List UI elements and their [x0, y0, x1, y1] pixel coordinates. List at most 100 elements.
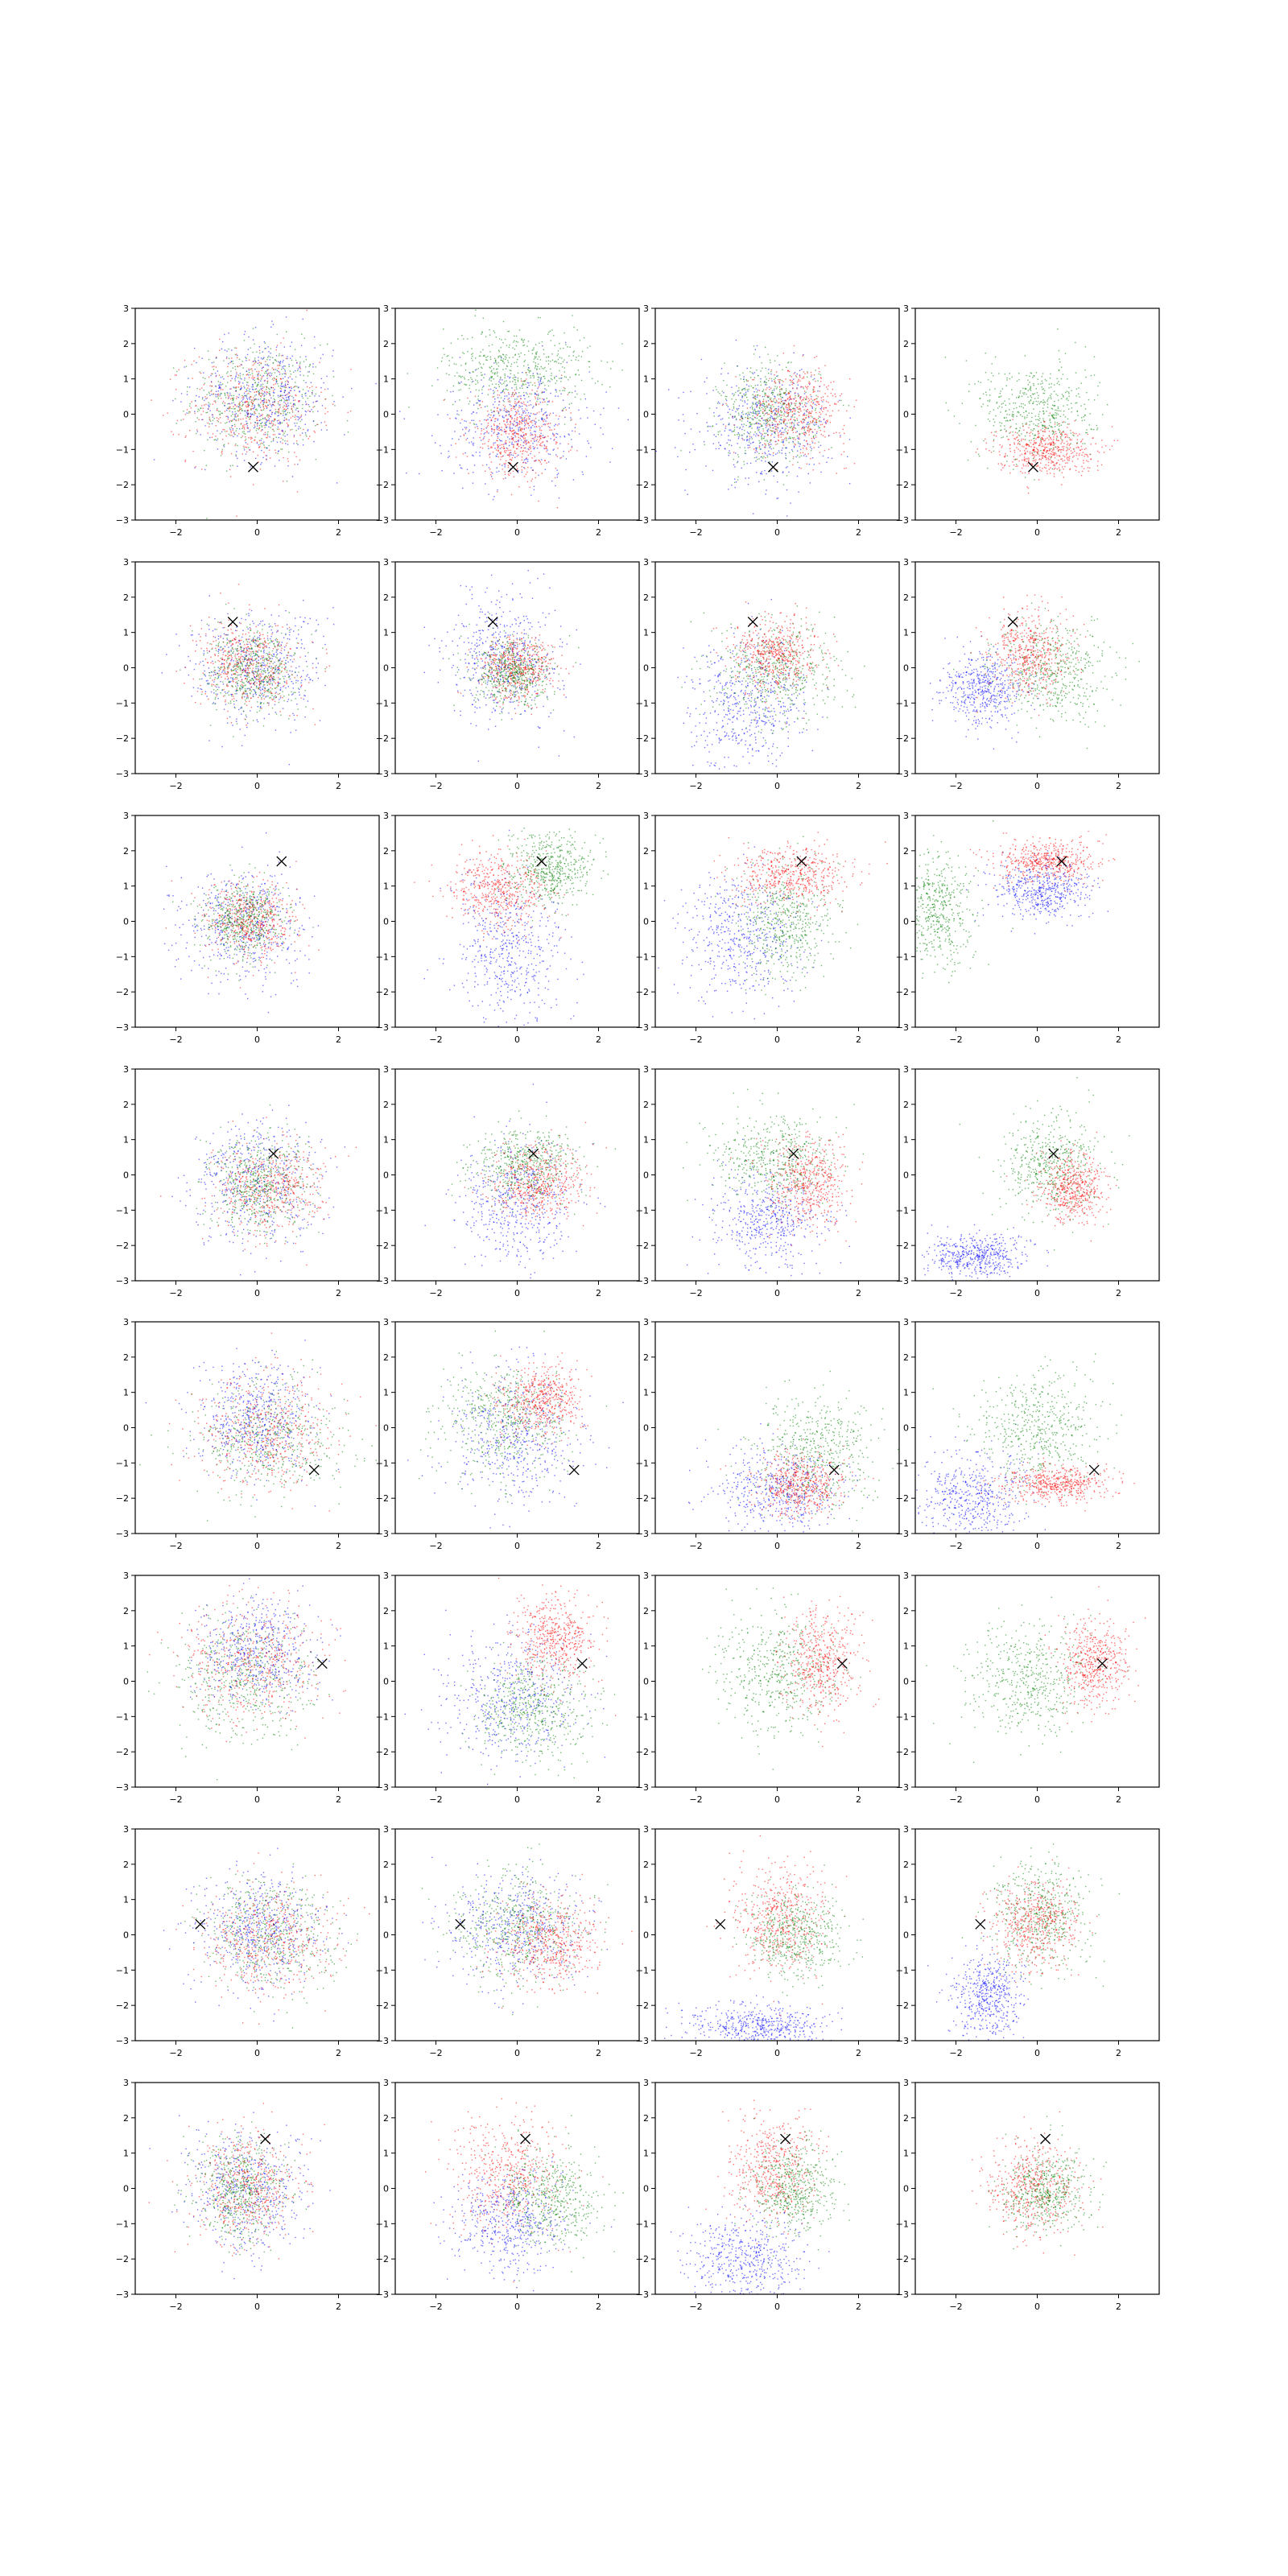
- point: [535, 477, 536, 479]
- point: [219, 417, 221, 419]
- point: [753, 448, 755, 450]
- point: [270, 421, 273, 423]
- point: [537, 358, 539, 360]
- point: [260, 384, 262, 386]
- point: [493, 423, 495, 425]
- point: [518, 392, 520, 394]
- point: [491, 376, 493, 378]
- point: [499, 379, 501, 381]
- point: [234, 347, 236, 349]
- point: [778, 406, 779, 407]
- point: [750, 424, 752, 426]
- point: [489, 358, 492, 360]
- point: [494, 357, 496, 360]
- point: [471, 353, 473, 355]
- point: [241, 407, 242, 410]
- point: [1021, 433, 1022, 435]
- point: [617, 407, 620, 409]
- cluster-green: [944, 328, 1108, 481]
- point: [305, 411, 308, 413]
- point: [797, 393, 799, 394]
- point: [849, 417, 851, 419]
- point: [250, 438, 252, 440]
- point: [767, 435, 769, 436]
- point: [507, 423, 509, 425]
- point: [1042, 418, 1044, 419]
- point: [523, 438, 525, 440]
- point: [238, 394, 240, 395]
- point: [287, 407, 288, 410]
- point: [521, 447, 522, 448]
- point: [753, 456, 756, 459]
- point: [235, 376, 237, 378]
- point: [1055, 438, 1058, 440]
- point: [507, 436, 509, 438]
- point: [505, 477, 506, 479]
- point: [291, 378, 293, 380]
- point: [278, 412, 279, 414]
- point: [276, 375, 278, 378]
- point: [272, 428, 274, 431]
- point: [819, 427, 821, 428]
- point: [221, 439, 224, 440]
- point: [1088, 398, 1090, 401]
- point: [816, 398, 818, 399]
- point: [785, 399, 786, 401]
- point: [1085, 376, 1087, 378]
- point: [762, 405, 765, 407]
- point: [734, 415, 736, 417]
- point: [466, 437, 469, 440]
- point: [547, 360, 550, 361]
- point: [530, 467, 532, 469]
- axes-frame: [134, 308, 380, 521]
- point: [200, 373, 202, 374]
- point: [497, 419, 498, 421]
- scatter-points: [655, 339, 857, 517]
- point: [541, 417, 543, 419]
- point: [497, 411, 499, 414]
- point: [481, 389, 483, 390]
- point: [288, 365, 290, 367]
- point: [1036, 392, 1038, 394]
- point: [488, 493, 489, 495]
- y-tick-label: 2: [643, 339, 649, 349]
- point: [505, 358, 506, 361]
- point: [848, 439, 851, 440]
- point: [336, 482, 338, 484]
- point: [783, 413, 785, 415]
- point: [523, 384, 525, 386]
- point: [564, 407, 566, 408]
- point: [1052, 431, 1055, 433]
- point: [515, 414, 517, 415]
- point: [247, 431, 249, 432]
- point: [510, 395, 512, 398]
- point: [262, 456, 264, 459]
- point: [444, 398, 446, 400]
- point: [248, 416, 250, 418]
- point: [217, 396, 219, 398]
- point: [758, 390, 761, 391]
- point: [224, 333, 225, 336]
- point: [790, 502, 791, 504]
- point: [244, 440, 246, 442]
- point: [570, 412, 572, 414]
- point: [254, 406, 256, 407]
- point: [555, 441, 557, 443]
- point: [516, 402, 518, 404]
- point: [204, 469, 206, 471]
- point: [516, 448, 518, 450]
- point: [481, 367, 483, 369]
- point: [677, 456, 679, 458]
- point: [525, 412, 526, 414]
- point: [509, 441, 510, 443]
- point: [195, 421, 196, 423]
- point: [268, 444, 270, 447]
- point: [324, 407, 326, 409]
- point: [539, 427, 541, 429]
- point: [486, 359, 488, 361]
- point: [332, 370, 334, 372]
- point: [752, 403, 753, 405]
- point: [510, 423, 512, 425]
- point: [742, 405, 744, 407]
- point: [770, 405, 772, 407]
